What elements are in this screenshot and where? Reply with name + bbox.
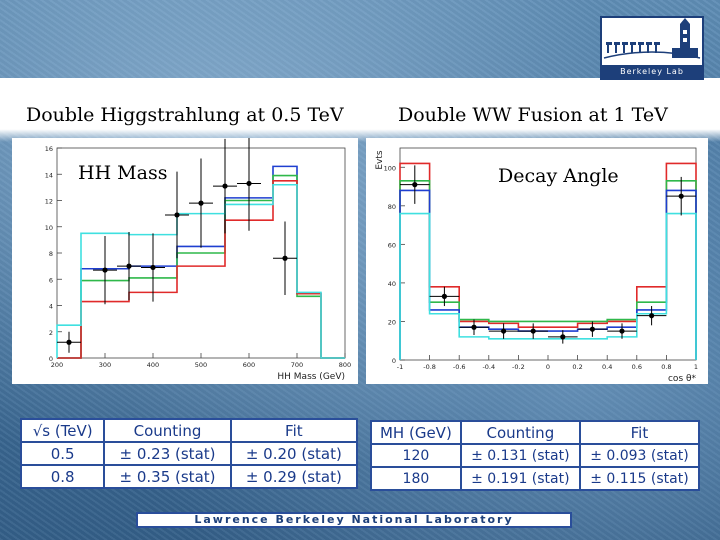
green-histogram [399, 179, 697, 360]
x-tick-label: 200 [51, 361, 63, 369]
data-point [102, 267, 108, 273]
table-header: MH (GeV) [370, 420, 462, 445]
x-tick-label: -0.4 [482, 363, 495, 371]
table-row: 0.5 ± 0.23 (stat) ± 0.20 (stat) [19, 441, 359, 466]
decay-angle-panel: 0 20 40 60 80 100 -1 -0.8 -0.6 -0.4 -0.2 0 0.2 0.4 0.6… [366, 138, 708, 384]
data-point [501, 328, 507, 334]
lab-footer: Lawrence Berkeley National Laboratory [136, 512, 572, 528]
y-tick-label: 0 [49, 355, 53, 363]
y-tick-label: 100 [384, 164, 396, 172]
x-tick-label: 800 [339, 361, 351, 369]
table-header-row: MH (GeV) Counting Fit [370, 420, 701, 445]
hh-mass-chart: 0 2 4 6 8 10 12 14 16 200 300 400 500 600 700 800 HH Mas… [45, 136, 351, 382]
logo-text: Berkeley Lab [602, 65, 702, 79]
table-cell: ± 0.093 (stat) [578, 443, 701, 468]
data-point [198, 200, 204, 206]
y-tick-label: 20 [388, 318, 396, 326]
decay-angle-chart: 0 20 40 60 80 100 -1 -0.8 -0.6 -0.4 -0.2 0 0.2 0.4 0.6… [375, 147, 698, 384]
table-cell: 120 [370, 443, 462, 468]
table-cell: ± 0.35 (stat) [103, 464, 232, 489]
hh-mass-panel: 0 2 4 6 8 10 12 14 16 200 300 400 500 600 700 800 HH Mas… [12, 136, 358, 384]
table-cell: ± 0.115 (stat) [578, 466, 701, 491]
logo-graphic [603, 18, 701, 59]
data-point [66, 339, 72, 345]
x-tick-label: -0.6 [453, 363, 466, 371]
y-tick-label: 16 [45, 145, 53, 153]
x-tick-label: -0.8 [423, 363, 436, 371]
data-point [126, 263, 132, 269]
table-cell: ± 0.23 (stat) [103, 441, 232, 466]
y-tick-label: 2 [49, 329, 53, 337]
table-cell: ± 0.191 (stat) [459, 466, 581, 491]
y-tick-label: 14 [45, 171, 53, 179]
data-point [441, 293, 447, 299]
x-tick-label: 0.8 [661, 363, 671, 371]
x-tick-label: 300 [99, 361, 111, 369]
x-tick-label: 0.4 [602, 363, 612, 371]
blue-histogram [399, 189, 697, 360]
table-cell: 0.5 [19, 441, 106, 466]
table-cell: ± 0.29 (stat) [229, 464, 359, 489]
data-point [412, 182, 418, 188]
x-tick-label: 600 [243, 361, 255, 369]
data-point [678, 193, 684, 199]
cyan-histogram [399, 212, 697, 360]
data-point [649, 313, 655, 319]
y-tick-label: 40 [388, 280, 396, 288]
sqrt-s-table: √s (TeV) Counting Fit 0.5 ± 0.23 (stat) … [19, 418, 359, 489]
left-heading: Double Higgstrahlung at 0.5 TeV [26, 104, 344, 126]
table-cell: 0.8 [19, 464, 106, 489]
x-tick-label: -1 [397, 363, 403, 371]
data-point [174, 212, 180, 218]
data-point [246, 180, 252, 187]
y-tick-label: 60 [388, 241, 396, 249]
hh-mass-label: HH Mass [78, 162, 168, 184]
x-tick-label: 0 [546, 363, 550, 371]
data-point [282, 255, 288, 261]
data-point [619, 328, 625, 334]
decay-angle-label: Decay Angle [498, 165, 619, 187]
data-point [222, 183, 228, 189]
table-header: Counting [103, 418, 232, 443]
y-tick-label: 8 [49, 250, 53, 258]
table-row: 180 ± 0.191 (stat) ± 0.115 (stat) [370, 466, 701, 491]
x-axis-label: HH Mass (GeV) [277, 372, 345, 382]
x-tick-label: 1 [694, 363, 698, 371]
table-header: √s (TeV) [19, 418, 106, 443]
red-histogram [399, 162, 697, 360]
table-header: Fit [229, 418, 359, 443]
table-cell: 180 [370, 466, 462, 491]
x-tick-label: 700 [291, 361, 303, 369]
y-tick-label: 12 [45, 198, 53, 206]
x-axis-label: cos θ* [668, 374, 697, 384]
y-tick-label: 80 [388, 203, 396, 211]
table-row: 120 ± 0.131 (stat) ± 0.093 (stat) [370, 443, 701, 468]
right-heading: Double WW Fusion at 1 TeV [398, 104, 668, 126]
x-tick-label: -0.2 [512, 363, 525, 371]
data-point [589, 326, 595, 332]
data-point [560, 334, 566, 340]
table-header-row: √s (TeV) Counting Fit [19, 418, 359, 443]
table-header: Fit [578, 420, 701, 445]
higgs-mass-table: MH (GeV) Counting Fit 120 ± 0.131 (stat)… [370, 420, 701, 491]
data-point [150, 264, 156, 271]
data-point [530, 328, 536, 334]
x-tick-label: 400 [147, 361, 159, 369]
x-tick-label: 500 [195, 361, 207, 369]
x-tick-label: 0.6 [632, 363, 642, 371]
data-point [471, 324, 477, 330]
x-tick-label: 0.2 [572, 363, 582, 371]
y-tick-label: 0 [392, 357, 396, 365]
berkeley-lab-logo: Berkeley Lab [600, 16, 704, 80]
table-cell: ± 0.131 (stat) [459, 443, 581, 468]
heading-band [0, 78, 720, 142]
y-tick-label: 10 [45, 224, 53, 232]
y-tick-label: 6 [49, 276, 53, 284]
y-tick-label: 4 [49, 303, 53, 311]
table-row: 0.8 ± 0.35 (stat) ± 0.29 (stat) [19, 464, 359, 489]
table-cell: ± 0.20 (stat) [229, 441, 359, 466]
table-header: Counting [459, 420, 581, 445]
y-axis-label: Evts [375, 150, 385, 170]
